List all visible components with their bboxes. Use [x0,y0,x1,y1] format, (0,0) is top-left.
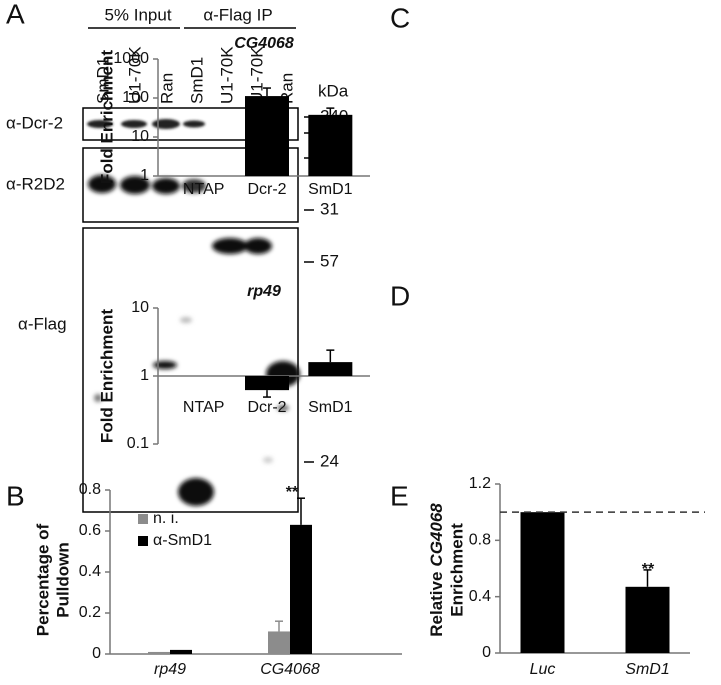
lane-label: U1-70K [247,46,266,104]
x-tick-label: rp49 [154,661,186,678]
bar [308,114,353,176]
y-axis-label: Enrichment [447,523,466,617]
y-tick-label: 1.2 [469,475,491,492]
y-axis-label: Fold Enrichment [97,309,116,443]
lane-label: U1-70K [125,46,144,104]
bar [170,649,192,654]
bar [245,376,289,391]
marker-label: 57 [320,251,339,270]
blot-label: α-Flag [18,314,67,333]
y-tick-label: 1 [140,367,149,384]
marker-label: 24 [320,451,339,470]
x-tick-label: Dcr-2 [247,399,286,416]
bar [520,512,565,653]
lane-label: Ran [157,73,176,104]
x-tick-label: SmD1 [308,181,353,198]
panel-letter: B [6,480,25,511]
blot-box [82,227,299,513]
y-tick-label: 0.4 [469,588,491,605]
y-tick-label: 0.4 [79,563,101,580]
panel-letter: A [6,0,25,29]
x-tick-label: Luc [530,661,556,678]
western-blot: 5% Input α-Flag IP SmD1 U1-70K Ran SmD1 … [6,5,349,513]
y-tick-label: 0.2 [79,604,101,621]
group-label: 5% Input [104,5,171,24]
x-tick-label: SmD1 [625,661,669,678]
bands [88,175,300,506]
y-axis-label: Percentage of [33,523,52,636]
y-tick-label: 0 [482,644,491,661]
y-tick-label: 0.8 [469,532,491,549]
y-tick-label: 1000 [113,50,149,67]
significance: ** [286,484,299,501]
bands [87,119,205,129]
bar [308,362,353,376]
bar [148,651,170,654]
bar [245,96,289,176]
y-axis-label: Fold Enrichment [97,50,116,184]
bar [625,586,670,653]
blot-label: α-Dcr-2 [6,113,63,132]
panel-letter: C [390,2,410,33]
y-tick-label: 100 [122,89,149,106]
x-tick-label: NTAP [183,181,224,198]
legend-swatch [138,514,148,524]
bar [268,631,290,654]
y-tick-label: 0.6 [79,522,101,539]
legend-label: α-SmD1 [153,532,212,549]
y-tick-label: 1 [140,167,149,184]
lane-label: U1-70K [217,46,236,104]
bar [290,524,312,654]
legend-swatch [138,536,148,546]
lane-label: SmD1 [93,57,112,104]
x-tick-label: SmD1 [308,399,353,416]
x-tick-label: CG4068 [260,661,320,678]
y-tick-label: 0.1 [127,435,149,452]
blot-label: α-R2D2 [6,174,65,193]
group-label: α-Flag IP [203,5,272,24]
y-tick-label: 10 [131,128,149,145]
y-tick-label: 10 [131,299,149,316]
y-axis-label: Pulldown [53,542,72,618]
panel-letter: E [390,480,409,511]
x-tick-label: Dcr-2 [247,181,286,198]
marker-unit: kDa [318,81,349,100]
panel-letter: D [390,280,410,311]
y-tick-label: 0 [92,645,101,662]
y-axis-label: RelativeCG4068 [427,503,446,637]
marker-label: 31 [320,199,339,218]
legend-label: n. i. [153,510,179,527]
x-tick-label: NTAP [183,399,224,416]
chart-title: rp49 [247,283,281,300]
lane-label: SmD1 [187,57,206,104]
y-tick-label: 0.8 [79,481,101,498]
chart-title: CG4068 [234,35,294,52]
